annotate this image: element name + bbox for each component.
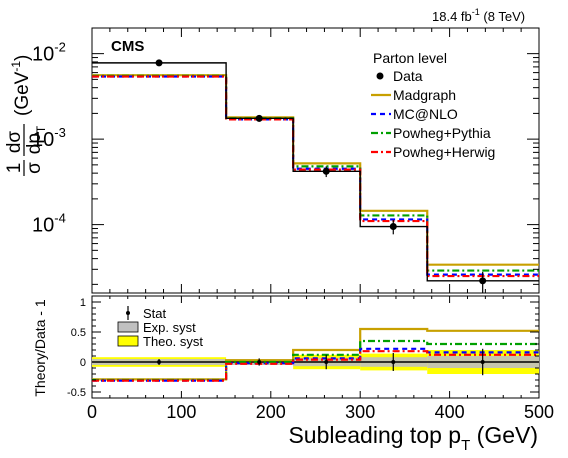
legend-label-powheg-pythia: Powheg+Pythia: [393, 125, 491, 141]
ratio-data-point: [157, 360, 162, 364]
series-line-powheg-pythia: [92, 74, 539, 272]
ratio-data-point: [480, 360, 485, 364]
x-axis-label: Subleading top pT (GeV): [288, 422, 538, 454]
bottom-panel: [92, 327, 539, 382]
data-histogram-line: [92, 62, 539, 282]
ratio-data-point: [257, 360, 262, 364]
ylabel-unit: (GeV-1): [9, 55, 33, 116]
data-point: [155, 59, 163, 67]
ylabel-frac-num: 1: [4, 163, 25, 174]
ylabel-dden: dpT: [24, 125, 48, 154]
x-tick-label: 300: [345, 402, 375, 422]
bottom-legend: Stat Exp. syst Theo. syst: [117, 306, 203, 349]
stat-legend-label: Stat: [143, 306, 167, 321]
top-panel: [92, 59, 539, 293]
data-point: [255, 114, 263, 122]
ratio-data-point: [324, 360, 329, 364]
data-point: [322, 167, 330, 175]
lumi-label: 18.4 fb-1 (8 TeV): [432, 7, 525, 24]
series-line-mc-nlo: [92, 75, 539, 276]
legend-label-mc-nlo: MC@NLO: [393, 106, 458, 122]
ratio-y-tick-label: 1: [80, 297, 86, 309]
ratio-y-tick-label: 0.5: [71, 327, 86, 339]
y-tick-label: 10-3: [32, 125, 66, 151]
legend-label-madgraph: Madgraph: [393, 87, 456, 103]
ratio-y-tick-label: 0: [80, 357, 86, 369]
x-tick-label: 100: [166, 402, 196, 422]
legend-title: Parton level: [373, 50, 447, 66]
x-tick-label: 400: [435, 402, 465, 422]
y-axis-label-top: 1 σ dσ dpT (GeV-1): [4, 55, 48, 176]
legend: Parton level Data Madgraph MC@NLO Powheg+Py…: [371, 50, 495, 160]
ylabel-frac-den: σ: [24, 162, 45, 174]
y-tick-label: 10-4: [32, 211, 66, 237]
bottom-panel-frame: [91, 295, 540, 399]
experiment-label: CMS: [111, 38, 144, 55]
series-line-powheg-herwig: [92, 75, 539, 278]
legend-label-powheg-herwig: Powheg+Herwig: [393, 144, 495, 160]
x-tick-label: 500: [524, 402, 554, 422]
exp-legend-swatch: [117, 321, 139, 333]
exp-legend-label: Exp. syst: [143, 320, 196, 335]
data-point: [479, 277, 487, 285]
y-axis-label-bottom: Theory/Data - 1: [32, 299, 48, 396]
legend-label-data: Data: [393, 68, 423, 84]
ylabel-dnum: dσ: [4, 131, 25, 154]
theo-legend-swatch: [117, 335, 139, 347]
ratio-data-point: [391, 360, 396, 364]
stat-legend-marker: [126, 311, 130, 315]
data-point: [389, 223, 397, 231]
x-tick-label: 200: [256, 402, 286, 422]
x-tick-label: 0: [87, 402, 97, 422]
legend-marker-data: [376, 72, 384, 80]
top-panel-frame: [91, 27, 540, 294]
theo-legend-label: Theo. syst: [143, 334, 203, 349]
ratio-y-tick-label: -0.5: [67, 387, 86, 399]
y-tick-label: 10-2: [32, 40, 66, 66]
